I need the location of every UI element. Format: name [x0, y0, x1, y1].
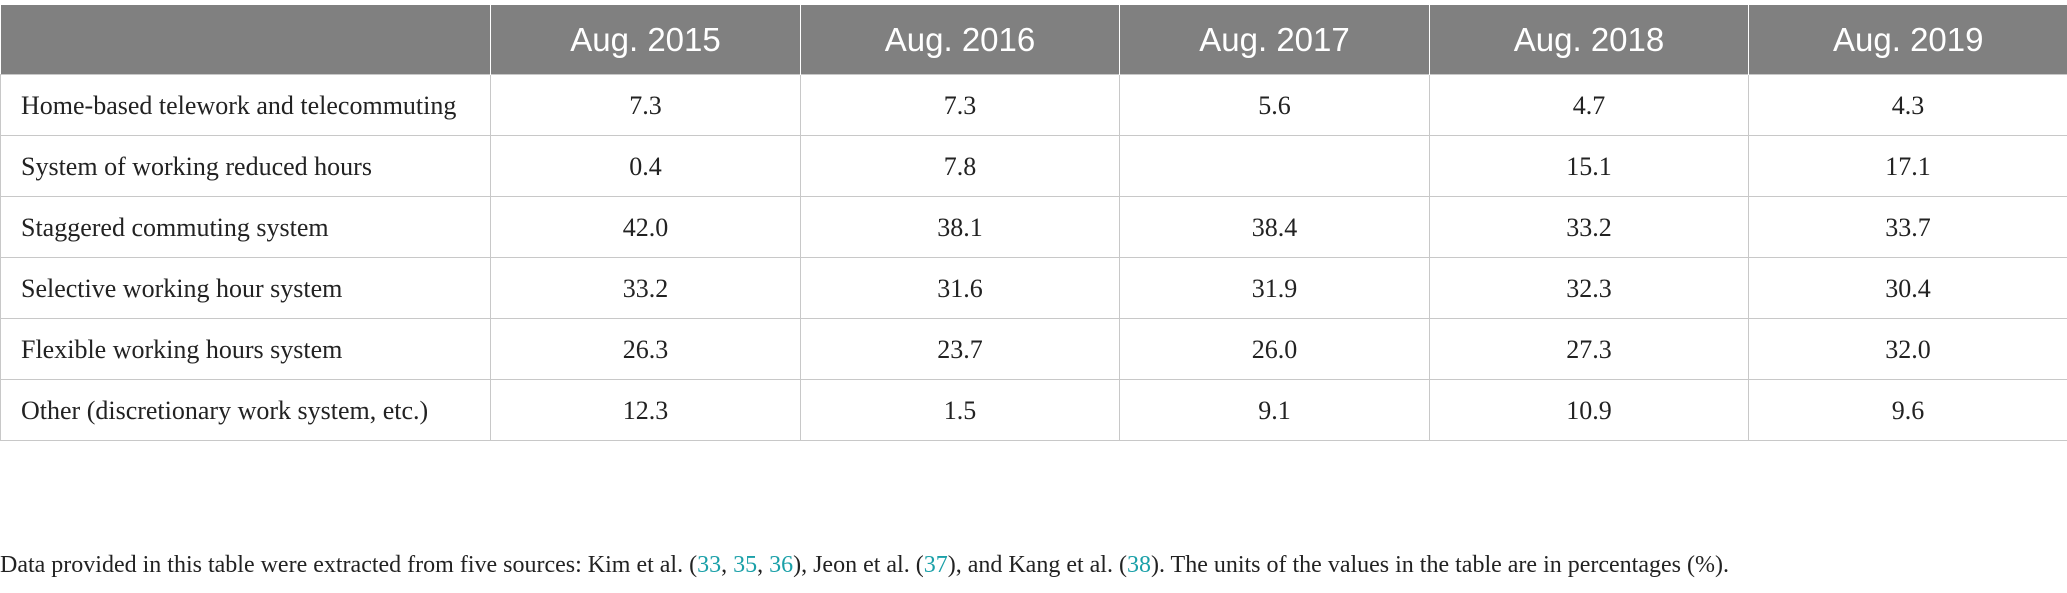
value-cell: 9.6 — [1748, 379, 2067, 441]
row-label: Staggered commuting system — [0, 196, 491, 258]
value-cell: 1.5 — [800, 379, 1120, 441]
value-cell: 33.7 — [1748, 196, 2067, 258]
header-row: Aug. 2015 Aug. 2016 Aug. 2017 Aug. 2018 Aug.… — [0, 5, 2067, 75]
value-cell: 31.6 — [800, 257, 1120, 319]
table-row: Home-based telework and telecommuting 7.3… — [0, 74, 2067, 136]
value-cell: 4.3 — [1748, 74, 2067, 136]
value-cell: 0.4 — [490, 135, 801, 197]
footnote-text: Data provided in this table were extract… — [0, 552, 698, 578]
value-cell: 33.2 — [1429, 196, 1749, 258]
value-cell: 32.3 — [1429, 257, 1749, 319]
footnote-text: , — [721, 552, 734, 578]
table-row: Staggered commuting system 42.0 38.1 38.4 33… — [0, 196, 2067, 258]
column-header: Aug. 2017 — [1119, 5, 1430, 75]
value-cell: 38.1 — [800, 196, 1120, 258]
reference-link[interactable]: 38 — [1126, 552, 1151, 578]
column-header: Aug. 2019 — [1748, 5, 2067, 75]
value-cell: 31.9 — [1119, 257, 1430, 319]
footnote: Data provided in this table were extract… — [0, 552, 1729, 579]
row-label: System of working reduced hours — [0, 135, 491, 197]
table-row: System of working reduced hours 0.4 7.8 15.… — [0, 135, 2067, 197]
value-cell: 30.4 — [1748, 257, 2067, 319]
column-header: Aug. 2015 — [490, 5, 801, 75]
value-cell: 7.3 — [800, 74, 1120, 136]
footnote-text: , — [757, 552, 770, 578]
table-row: Selective working hour system 33.2 31.6 31.… — [0, 257, 2067, 319]
table-body: Home-based telework and telecommuting 7.3… — [0, 74, 2067, 441]
value-cell: 7.3 — [490, 74, 801, 136]
value-cell: 15.1 — [1429, 135, 1749, 197]
reference-link[interactable]: 33 — [697, 552, 722, 578]
value-cell: 5.6 — [1119, 74, 1430, 136]
data-table: Aug. 2015 Aug. 2016 Aug. 2017 Aug. 2018 Aug.… — [0, 5, 2067, 441]
footnote-text: ), and Kang et al. ( — [947, 552, 1127, 578]
value-cell: 10.9 — [1429, 379, 1749, 441]
value-cell: 38.4 — [1119, 196, 1430, 258]
column-header: Aug. 2016 — [800, 5, 1120, 75]
value-cell: 12.3 — [490, 379, 801, 441]
value-cell: 26.3 — [490, 318, 801, 380]
table-row: Other (discretionary work system, etc.) 1… — [0, 379, 2067, 441]
value-cell: 7.8 — [800, 135, 1120, 197]
value-cell: 33.2 — [490, 257, 801, 319]
row-label: Other (discretionary work system, etc.) — [0, 379, 491, 441]
row-label: Selective working hour system — [0, 257, 491, 319]
value-cell: 17.1 — [1748, 135, 2067, 197]
value-cell: 27.3 — [1429, 318, 1749, 380]
table-row: Flexible working hours system 26.3 23.7 26.… — [0, 318, 2067, 380]
value-cell: 32.0 — [1748, 318, 2067, 380]
reference-link[interactable]: 35 — [733, 552, 758, 578]
footnote-text: ), Jeon et al. ( — [793, 552, 924, 578]
empty-cell — [1119, 135, 1430, 197]
row-label: Home-based telework and telecommuting — [0, 74, 491, 136]
reference-link[interactable]: 36 — [769, 552, 794, 578]
reference-link[interactable]: 37 — [923, 552, 948, 578]
footnote-text: ). The units of the values in the table … — [1150, 552, 1729, 578]
header-empty — [0, 5, 491, 75]
value-cell: 9.1 — [1119, 379, 1430, 441]
column-header: Aug. 2018 — [1429, 5, 1749, 75]
row-label: Flexible working hours system — [0, 318, 491, 380]
value-cell: 4.7 — [1429, 74, 1749, 136]
value-cell: 42.0 — [490, 196, 801, 258]
value-cell: 23.7 — [800, 318, 1120, 380]
value-cell: 26.0 — [1119, 318, 1430, 380]
